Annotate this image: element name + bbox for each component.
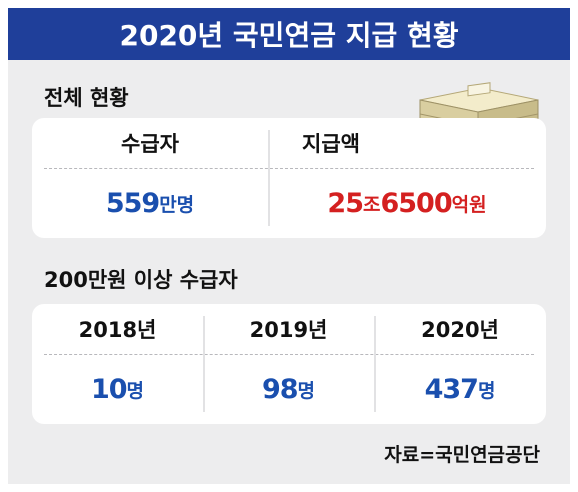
year-value-cell: 10 명 bbox=[32, 354, 203, 424]
overall-table: 수급자 559 만명 지급액 25 조 6500 억원 bbox=[32, 118, 546, 238]
year-header: 2018년 bbox=[78, 318, 157, 342]
year-value-cell: 437 명 bbox=[374, 354, 546, 424]
year-unit: 명 bbox=[126, 379, 145, 402]
recipients-unit: 만명 bbox=[159, 193, 195, 216]
high-recipients-divider bbox=[44, 354, 534, 355]
payment-value-a: 25 bbox=[327, 187, 364, 219]
year-column-separator bbox=[374, 316, 376, 412]
year-unit: 명 bbox=[477, 379, 496, 402]
year-header: 2020년 bbox=[421, 318, 499, 342]
recipients-column: 수급자 559 만명 bbox=[32, 118, 268, 238]
payment-value-cell: 25 조 6500 억원 bbox=[268, 168, 546, 238]
overall-column-separator bbox=[268, 130, 270, 226]
overall-divider bbox=[44, 168, 534, 169]
year-column-2020: 2020년 437 명 bbox=[374, 304, 546, 424]
high-recipients-section-label: 200만원 이상 수급자 bbox=[44, 268, 238, 292]
year-value: 98 bbox=[261, 373, 299, 405]
recipients-value-cell: 559 만명 bbox=[32, 168, 268, 238]
infographic-title: 2020년 국민연금 지급 현황 bbox=[8, 8, 570, 60]
payment-column: 지급액 25 조 6500 억원 bbox=[268, 118, 546, 238]
title-text: 2020년 국민연금 지급 현황 bbox=[119, 19, 459, 52]
high-recipients-table: 2018년 10 명 2019년 98 명 2020년 437 명 bbox=[32, 304, 546, 424]
year-column-separator bbox=[203, 316, 205, 412]
payment-header: 지급액 bbox=[302, 132, 360, 156]
source-note: 자료=국민연금공단 bbox=[384, 444, 540, 466]
year-column-2018: 2018년 10 명 bbox=[32, 304, 203, 424]
year-header: 2019년 bbox=[249, 318, 328, 342]
payment-unit-a: 조 bbox=[362, 193, 381, 216]
year-value: 10 bbox=[90, 373, 128, 405]
payment-value-b: 6500 bbox=[380, 187, 452, 219]
year-column-2019: 2019년 98 명 bbox=[203, 304, 374, 424]
overall-section-label: 전체 현황 bbox=[44, 86, 129, 110]
payment-unit-b: 억원 bbox=[451, 193, 487, 216]
year-value: 437 bbox=[424, 373, 479, 405]
year-unit: 명 bbox=[297, 379, 316, 402]
recipients-header: 수급자 bbox=[121, 132, 179, 156]
year-value-cell: 98 명 bbox=[203, 354, 374, 424]
recipients-value: 559 bbox=[105, 187, 160, 219]
